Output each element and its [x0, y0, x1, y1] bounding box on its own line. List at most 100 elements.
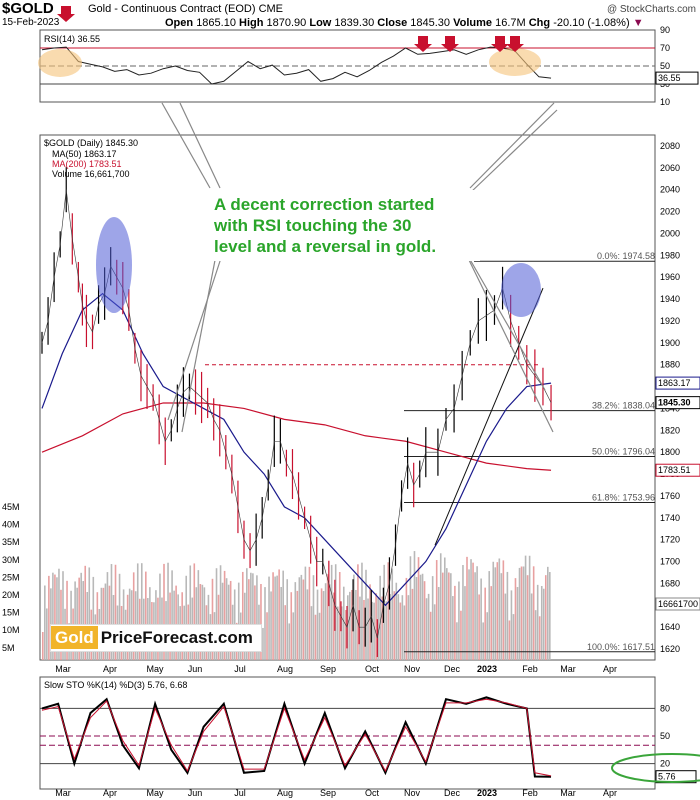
volume-bar: [342, 586, 345, 660]
down-arrow-icon: [491, 36, 509, 52]
volume-bar: [163, 563, 165, 660]
trend-line-up: [434, 287, 544, 546]
x-tick-label-bottom: Apr: [603, 788, 617, 798]
sto-k-line: [41, 696, 552, 778]
price-tick-label: 1720: [660, 535, 680, 545]
price-badge-value: 1783.51: [658, 465, 691, 475]
volume-bar: [504, 593, 507, 660]
callout-line: [167, 254, 223, 421]
volume-bar: [351, 589, 353, 660]
volume-bar: [300, 574, 303, 660]
ticker-title: $GOLD: [2, 0, 54, 17]
price-badge: [655, 376, 700, 390]
volume-bar: [272, 572, 274, 660]
volume-bar: [403, 605, 406, 660]
volume-bar: [334, 564, 337, 660]
volume-bar: [547, 566, 549, 660]
volume-bar: [229, 580, 232, 660]
volume-bar: [532, 566, 535, 660]
price-legend: $GOLD (Daily) 1845.30 MA(50) 1863.17 MA(…: [44, 138, 138, 179]
sto-panel-frame: [39, 676, 656, 790]
volume-bar: [361, 562, 363, 660]
x-tick-label: Oct: [365, 664, 380, 674]
volume-bar: [110, 564, 113, 660]
x-tick-label-bottom: Nov: [404, 788, 421, 798]
volume-bar: [419, 574, 422, 660]
volume-bar: [540, 585, 543, 660]
annotation-line-2: with RSI touching the 30: [214, 216, 412, 235]
volume-bar: [470, 559, 472, 660]
volume-bar: [193, 563, 196, 660]
chart-credit[interactable]: @ StockCharts.com: [606, 4, 696, 15]
volume-bar: [175, 585, 177, 660]
volume-bar: [290, 592, 293, 660]
blue-highlight-right: [501, 263, 541, 317]
volume-bar: [411, 588, 414, 660]
volume-bar: [393, 591, 396, 660]
volume-bar: [425, 598, 428, 660]
price-tick-label: 2080: [660, 141, 680, 151]
volume-bar: [195, 587, 198, 660]
price-tick-label: 1980: [660, 250, 680, 260]
price-badge-value: 1863.17: [658, 378, 691, 388]
price-tick-label: 1620: [660, 644, 680, 654]
volume-bar: [349, 591, 351, 660]
volume-bar: [276, 575, 278, 660]
volume-bar: [502, 560, 505, 660]
callout-line: [469, 102, 555, 189]
volume-bar: [427, 593, 430, 660]
volume-bar: [84, 565, 87, 660]
volume-bar: [359, 596, 361, 660]
watermark-logo: Gold PriceForecast.com: [50, 624, 262, 652]
volume-bar: [466, 556, 468, 660]
callout-line: [469, 109, 558, 194]
volume-bar: [480, 578, 482, 660]
volume-bar: [294, 582, 297, 660]
volume-bar: [512, 614, 515, 660]
volume-bar: [282, 570, 284, 660]
sto-green-oval: [611, 753, 700, 783]
price-badge: [655, 597, 700, 611]
price-badge-value: 1845.30: [658, 398, 691, 408]
volume-bar: [345, 610, 347, 660]
volume-bar: [324, 583, 327, 660]
volume-tick-label: 15M: [2, 608, 20, 618]
volume-bar: [189, 565, 192, 660]
volume-bar: [140, 563, 143, 660]
annotation-line-3: level and a reversal in gold.: [214, 237, 437, 256]
volume-bar: [284, 605, 286, 660]
volume-bar: [326, 574, 329, 660]
price-badge-value: 16661700: [658, 599, 698, 609]
price-badge: [655, 396, 700, 410]
volume-bar: [413, 551, 416, 660]
x-tick-label: Nov: [404, 664, 421, 674]
volume-bar: [203, 587, 206, 660]
volume-bar: [66, 580, 68, 660]
volume-bar: [484, 587, 486, 660]
sto-d-line: [41, 698, 552, 777]
volume-bar: [496, 562, 499, 660]
volume-bar: [542, 588, 545, 660]
x-tick-label-bottom: 2023: [477, 788, 497, 798]
x-tick-label-bottom: Oct: [365, 788, 380, 798]
callout-line: [179, 102, 221, 189]
volume-bar: [443, 557, 446, 660]
volume-bar: [482, 622, 484, 660]
volume-bar: [387, 562, 390, 660]
volume-bar: [415, 577, 418, 660]
x-tick-label-bottom: Mar: [55, 788, 71, 798]
volume-bar: [437, 587, 440, 660]
annotation-box: A decent correction started with RSI tou…: [208, 190, 480, 261]
volume-bar: [516, 587, 519, 660]
sto-tick-label: 80: [660, 703, 670, 713]
volume-bar: [336, 606, 339, 660]
volume-bar: [332, 592, 335, 660]
rsi-last-badge: [655, 71, 699, 85]
volume-bar: [433, 604, 436, 660]
volume-bar: [508, 620, 511, 660]
volume-bar: [106, 572, 109, 660]
volume-bar: [328, 584, 331, 660]
legend-volume: Volume 16,661,700: [52, 169, 130, 179]
volume-bar: [108, 585, 111, 660]
volume-bar: [544, 575, 547, 660]
